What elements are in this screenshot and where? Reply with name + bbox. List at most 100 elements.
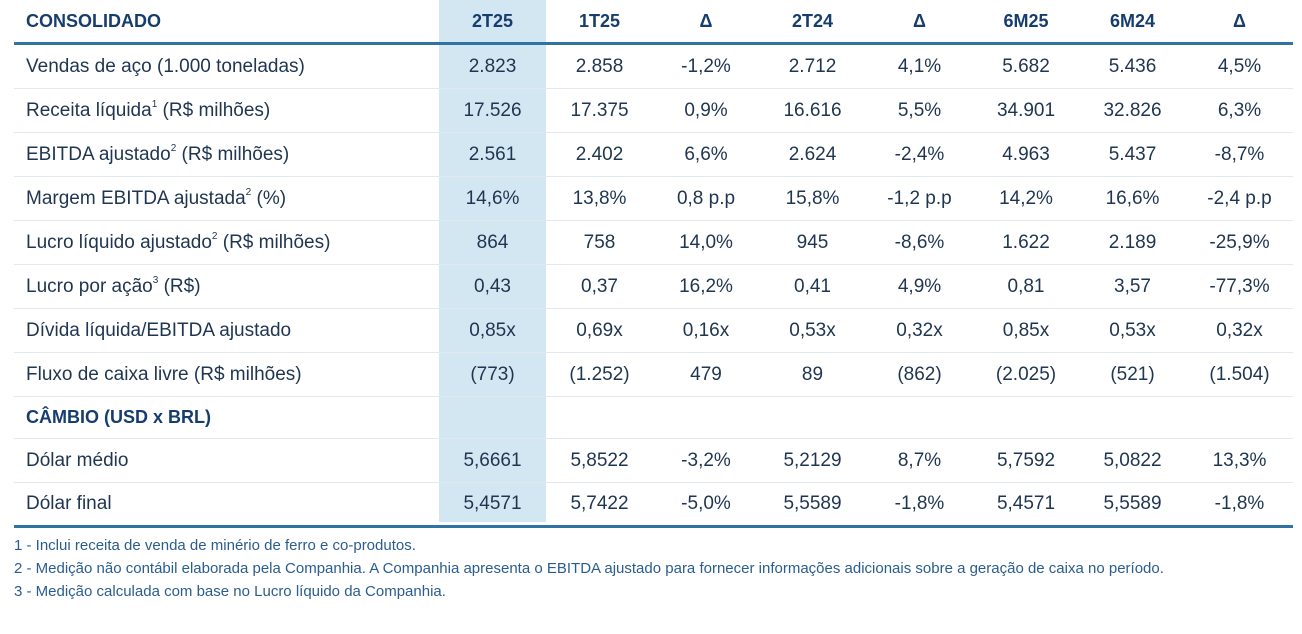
- table-cell: 5,7592: [973, 438, 1079, 483]
- header-2t24: 2T24: [759, 0, 866, 45]
- table-row: Lucro por ação3 (R$) 0,43 0,37 16,2% 0,41 4,9…: [14, 264, 1293, 309]
- row-label-text: Lucro por ação: [26, 275, 153, 297]
- table-cell: 17.526: [439, 88, 546, 133]
- table-cell: (1.252): [546, 352, 653, 397]
- table-cell: 5.436: [1079, 43, 1186, 89]
- table-cell: -1,8%: [1186, 482, 1293, 528]
- table-cell: 5,2129: [759, 438, 866, 483]
- table-cell: 945: [759, 220, 866, 265]
- consolidated-rows: Vendas de aço (1.000 toneladas) 2.823 2.85…: [14, 43, 1293, 397]
- table-cell: 5,4571: [973, 482, 1079, 528]
- table-cell: 5,8522: [546, 438, 653, 483]
- table-cell: 1.622: [973, 220, 1079, 265]
- table-cell: 479: [653, 352, 759, 397]
- table-cell: 0,85x: [973, 308, 1079, 353]
- table-cell: 0,41: [759, 264, 866, 309]
- row-label-unit: (R$ milhões): [157, 99, 271, 121]
- table-cell: -1,2%: [653, 43, 759, 89]
- table-cell: 2.561: [439, 132, 546, 177]
- table-cell: 14,0%: [653, 220, 759, 265]
- header-6m24: 6M24: [1079, 0, 1186, 45]
- table-cell: -3,2%: [653, 438, 759, 483]
- table-cell: 0,9%: [653, 88, 759, 133]
- table-cell: 6,6%: [653, 132, 759, 177]
- table-cell: 17.375: [546, 88, 653, 133]
- table-cell: 5,5589: [759, 482, 866, 528]
- table-cell: 8,7%: [866, 438, 973, 483]
- table-cell: 5,5589: [1079, 482, 1186, 528]
- table-cell: 16,6%: [1079, 176, 1186, 221]
- table-cell: 0,81: [973, 264, 1079, 309]
- table-cell: 4,1%: [866, 43, 973, 89]
- table-cell: 5,7422: [546, 482, 653, 528]
- table-cell: (773): [439, 352, 546, 397]
- section-header-row: CÂMBIO (USD x BRL): [14, 396, 1293, 439]
- table-cell: -1,8%: [866, 482, 973, 528]
- table-cell: 89: [759, 352, 866, 397]
- row-label-unit: (R$): [158, 275, 201, 297]
- table-row: EBITDA ajustado2 (R$ milhões) 2.561 2.402 6…: [14, 132, 1293, 177]
- row-label-text: EBITDA ajustado: [26, 143, 171, 165]
- table-cell: 0,69x: [546, 308, 653, 353]
- header-consolidado: CONSOLIDADO: [14, 0, 439, 45]
- table-cell: 2.858: [546, 43, 653, 89]
- table-cell: 34.901: [973, 88, 1079, 133]
- table-cell: (862): [866, 352, 973, 397]
- footnote-marker: 2: [211, 231, 218, 243]
- table-cell: -8,7%: [1186, 132, 1293, 177]
- table-cell: -2,4 p.p: [1186, 176, 1293, 221]
- table-cell: 4.963: [973, 132, 1079, 177]
- consolidated-results-table: CONSOLIDADO 2T25 1T25 Δ 2T24 Δ 6M25 6M24…: [14, 0, 1293, 528]
- header-6m25: 6M25: [973, 0, 1079, 45]
- table-cell: 13,8%: [546, 176, 653, 221]
- table-cell: 4,9%: [866, 264, 973, 309]
- table-cell: 5,0822: [1079, 438, 1186, 483]
- header-delta-2: Δ: [866, 0, 973, 45]
- table-cell: 4,5%: [1186, 43, 1293, 89]
- table-cell: (521): [1079, 352, 1186, 397]
- exchange-rate-rows: Dólar médio 5,6661 5,8522 -3,2% 5,2129 8,7% 5,…: [14, 438, 1293, 528]
- table-cell: 2.712: [759, 43, 866, 89]
- row-label: Dólar final: [14, 482, 439, 528]
- table-cell: 5.682: [973, 43, 1079, 89]
- table-cell: 15,8%: [759, 176, 866, 221]
- table-row: Dívida líquida/EBITDA ajustado 0,85x 0,69x…: [14, 308, 1293, 353]
- row-label: EBITDA ajustado2 (R$ milhões): [14, 132, 439, 177]
- table-cell: 864: [439, 220, 546, 265]
- table-cell: 0,8 p.p: [653, 176, 759, 221]
- row-label: Lucro por ação3 (R$): [14, 264, 439, 309]
- table-cell: -1,2 p.p: [866, 176, 973, 221]
- table-cell: 0,32x: [866, 308, 973, 353]
- row-label: Fluxo de caixa livre (R$ milhões): [14, 352, 439, 397]
- table-cell: 758: [546, 220, 653, 265]
- table-cell: 0,85x: [439, 308, 546, 353]
- table-cell: 5,4571: [439, 482, 546, 528]
- table-cell: 0,16x: [653, 308, 759, 353]
- table-cell: 16.616: [759, 88, 866, 133]
- row-label: Lucro líquido ajustado2 (R$ milhões): [14, 220, 439, 265]
- table-cell: 2.402: [546, 132, 653, 177]
- table-cell: -77,3%: [1186, 264, 1293, 309]
- table-header-row: CONSOLIDADO 2T25 1T25 Δ 2T24 Δ 6M25 6M24…: [14, 0, 1293, 45]
- table-cell: 0,37: [546, 264, 653, 309]
- row-label-text: Lucro líquido ajustado: [26, 231, 212, 253]
- table-row: Dólar médio 5,6661 5,8522 -3,2% 5,2129 8,7% 5,…: [14, 438, 1293, 483]
- table-cell: 0,43: [439, 264, 546, 309]
- table-cell: -5,0%: [653, 482, 759, 528]
- row-label-unit: (%): [251, 187, 287, 209]
- table-row: Lucro líquido ajustado2 (R$ milhões) 864 7…: [14, 220, 1293, 265]
- footnote-2: 2 - Medição não contábil elaborada pela …: [14, 560, 1164, 577]
- row-label: Dívida líquida/EBITDA ajustado: [14, 308, 439, 353]
- section-title-cambio: CÂMBIO (USD x BRL): [14, 396, 439, 439]
- table-cell: 0,32x: [1186, 308, 1293, 353]
- footnote-marker: 2: [170, 143, 177, 155]
- table-cell: 5,5%: [866, 88, 973, 133]
- table-row: Vendas de aço (1.000 toneladas) 2.823 2.85…: [14, 43, 1293, 89]
- table-row: Fluxo de caixa livre (R$ milhões) (773) (1…: [14, 352, 1293, 397]
- row-label: Dólar médio: [14, 438, 439, 483]
- row-label-text: Receita líquida: [26, 99, 152, 121]
- table-cell: -2,4%: [866, 132, 973, 177]
- header-delta-1: Δ: [653, 0, 759, 45]
- footnotes: 1 - Inclui receita de venda de minério d…: [14, 534, 1284, 603]
- row-label-text: Margem EBITDA ajustada: [26, 187, 246, 209]
